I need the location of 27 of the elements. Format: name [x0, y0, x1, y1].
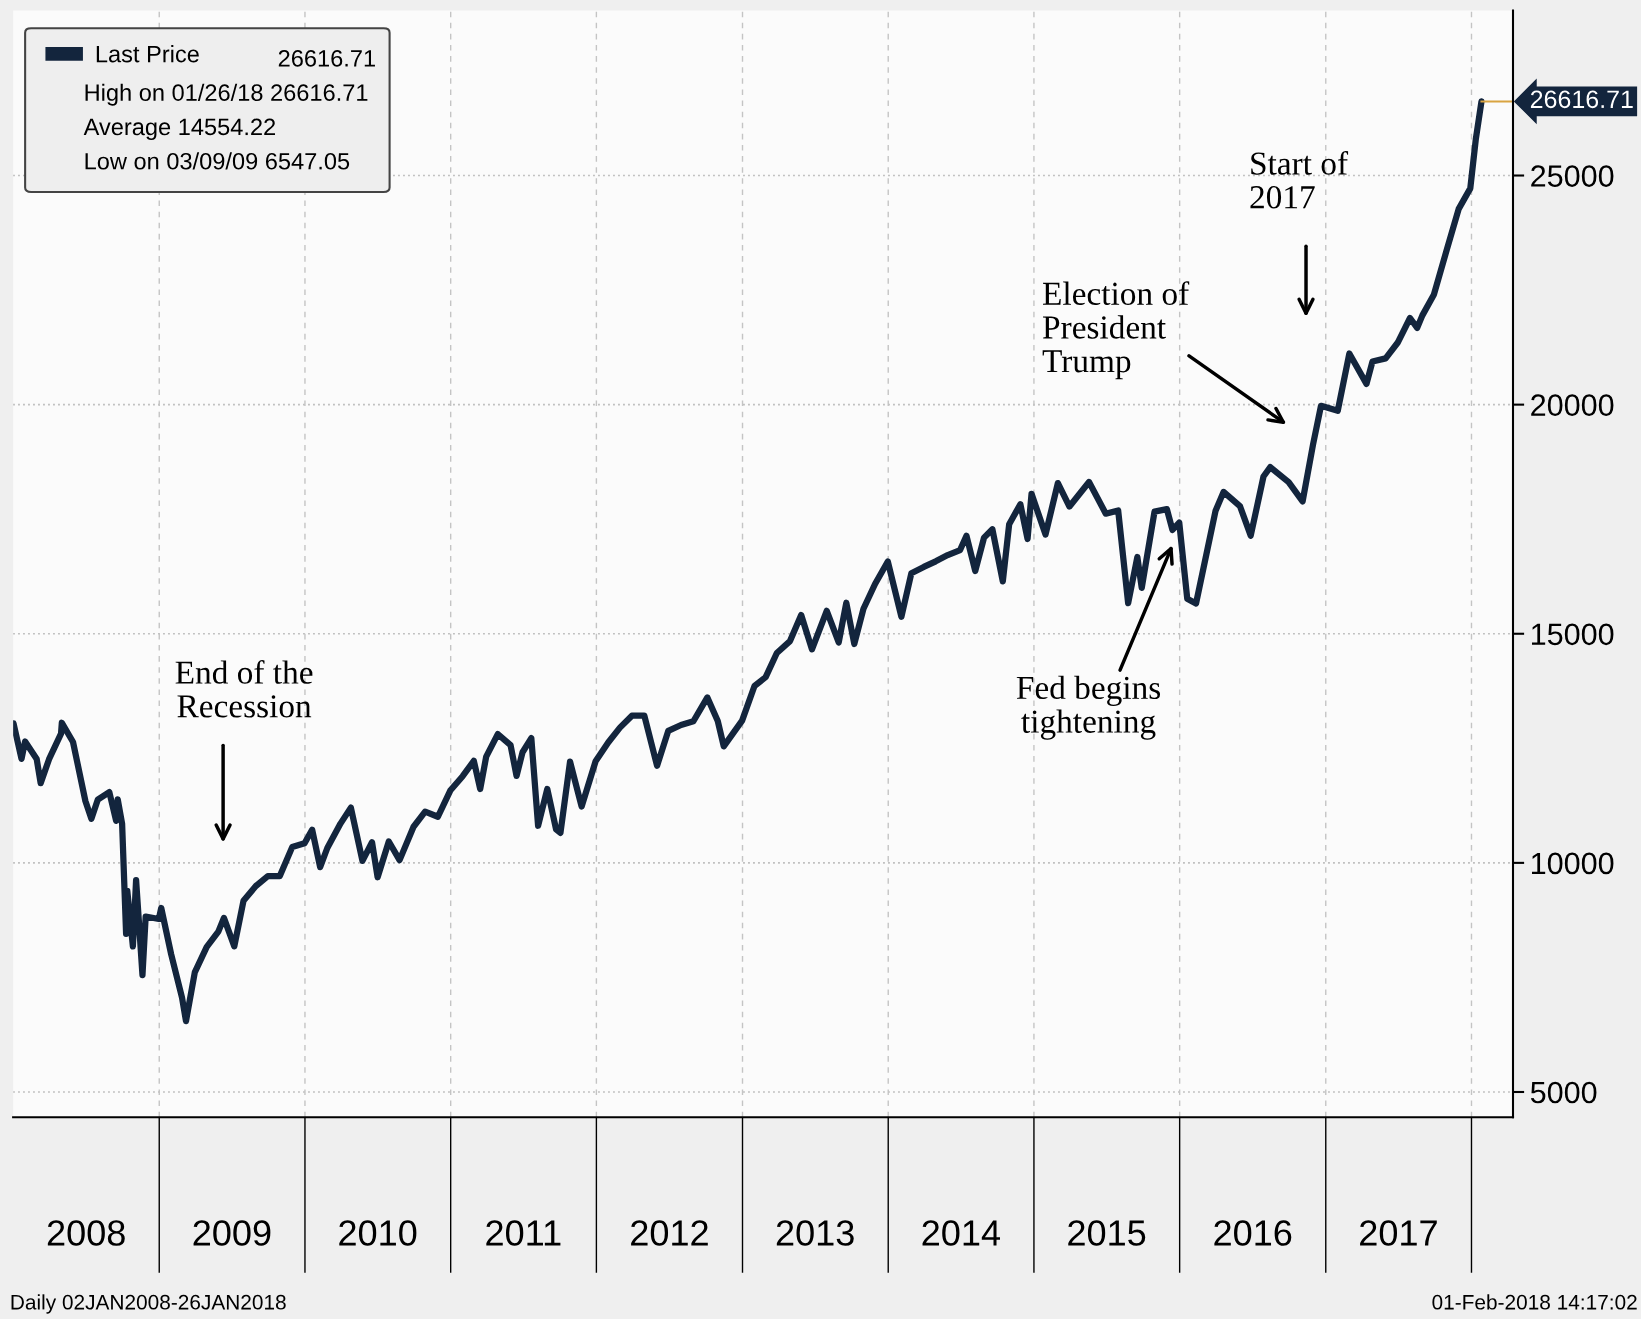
- x-tick-label: 2016: [1214, 1220, 1292, 1246]
- annotation: Average 14554.22: [83, 118, 275, 140]
- x-tick-label: 2017: [1360, 1220, 1437, 1246]
- legend-label: Last Price: [96, 45, 199, 63]
- x-tick-label: 2014: [922, 1220, 1000, 1246]
- y-tick-label: 20000: [1531, 394, 1614, 417]
- x-tick-label: 2009: [193, 1220, 271, 1246]
- text: Daily 02JAN2008-26JAN2018: [11, 1294, 286, 1314]
- annotation: Low on 03/09/09 6547.05: [85, 152, 350, 170]
- x-tick-label: 2011: [486, 1220, 561, 1246]
- y-tick-label: 5000: [1530, 1081, 1597, 1104]
- y-tick-label: 10000: [1532, 852, 1614, 875]
- x-tick-label: 2010: [339, 1220, 417, 1246]
- annotation: High on 01/26/18 26616.71: [85, 83, 368, 106]
- x-tick-label: 2015: [1068, 1220, 1146, 1246]
- annotation: End of the Recession: [175, 660, 313, 718]
- annotation: 26616.71: [278, 49, 375, 67]
- x-tick-label: 2008: [47, 1220, 125, 1246]
- x-tick-label: 2013: [776, 1220, 854, 1246]
- text: 01-Feb-2018 14:17:02: [1432, 1294, 1637, 1310]
- annotation: 26616.71: [1530, 90, 1633, 109]
- y-tick-label: 15000: [1532, 623, 1614, 646]
- x-tick-label: 2012: [631, 1220, 708, 1246]
- annotation: Fed begins tightening: [1016, 675, 1161, 740]
- y-tick-label: 25000: [1531, 165, 1614, 187]
- annotation: Election of President Trump: [1042, 281, 1190, 380]
- annotation: Start of 2017: [1250, 151, 1349, 209]
